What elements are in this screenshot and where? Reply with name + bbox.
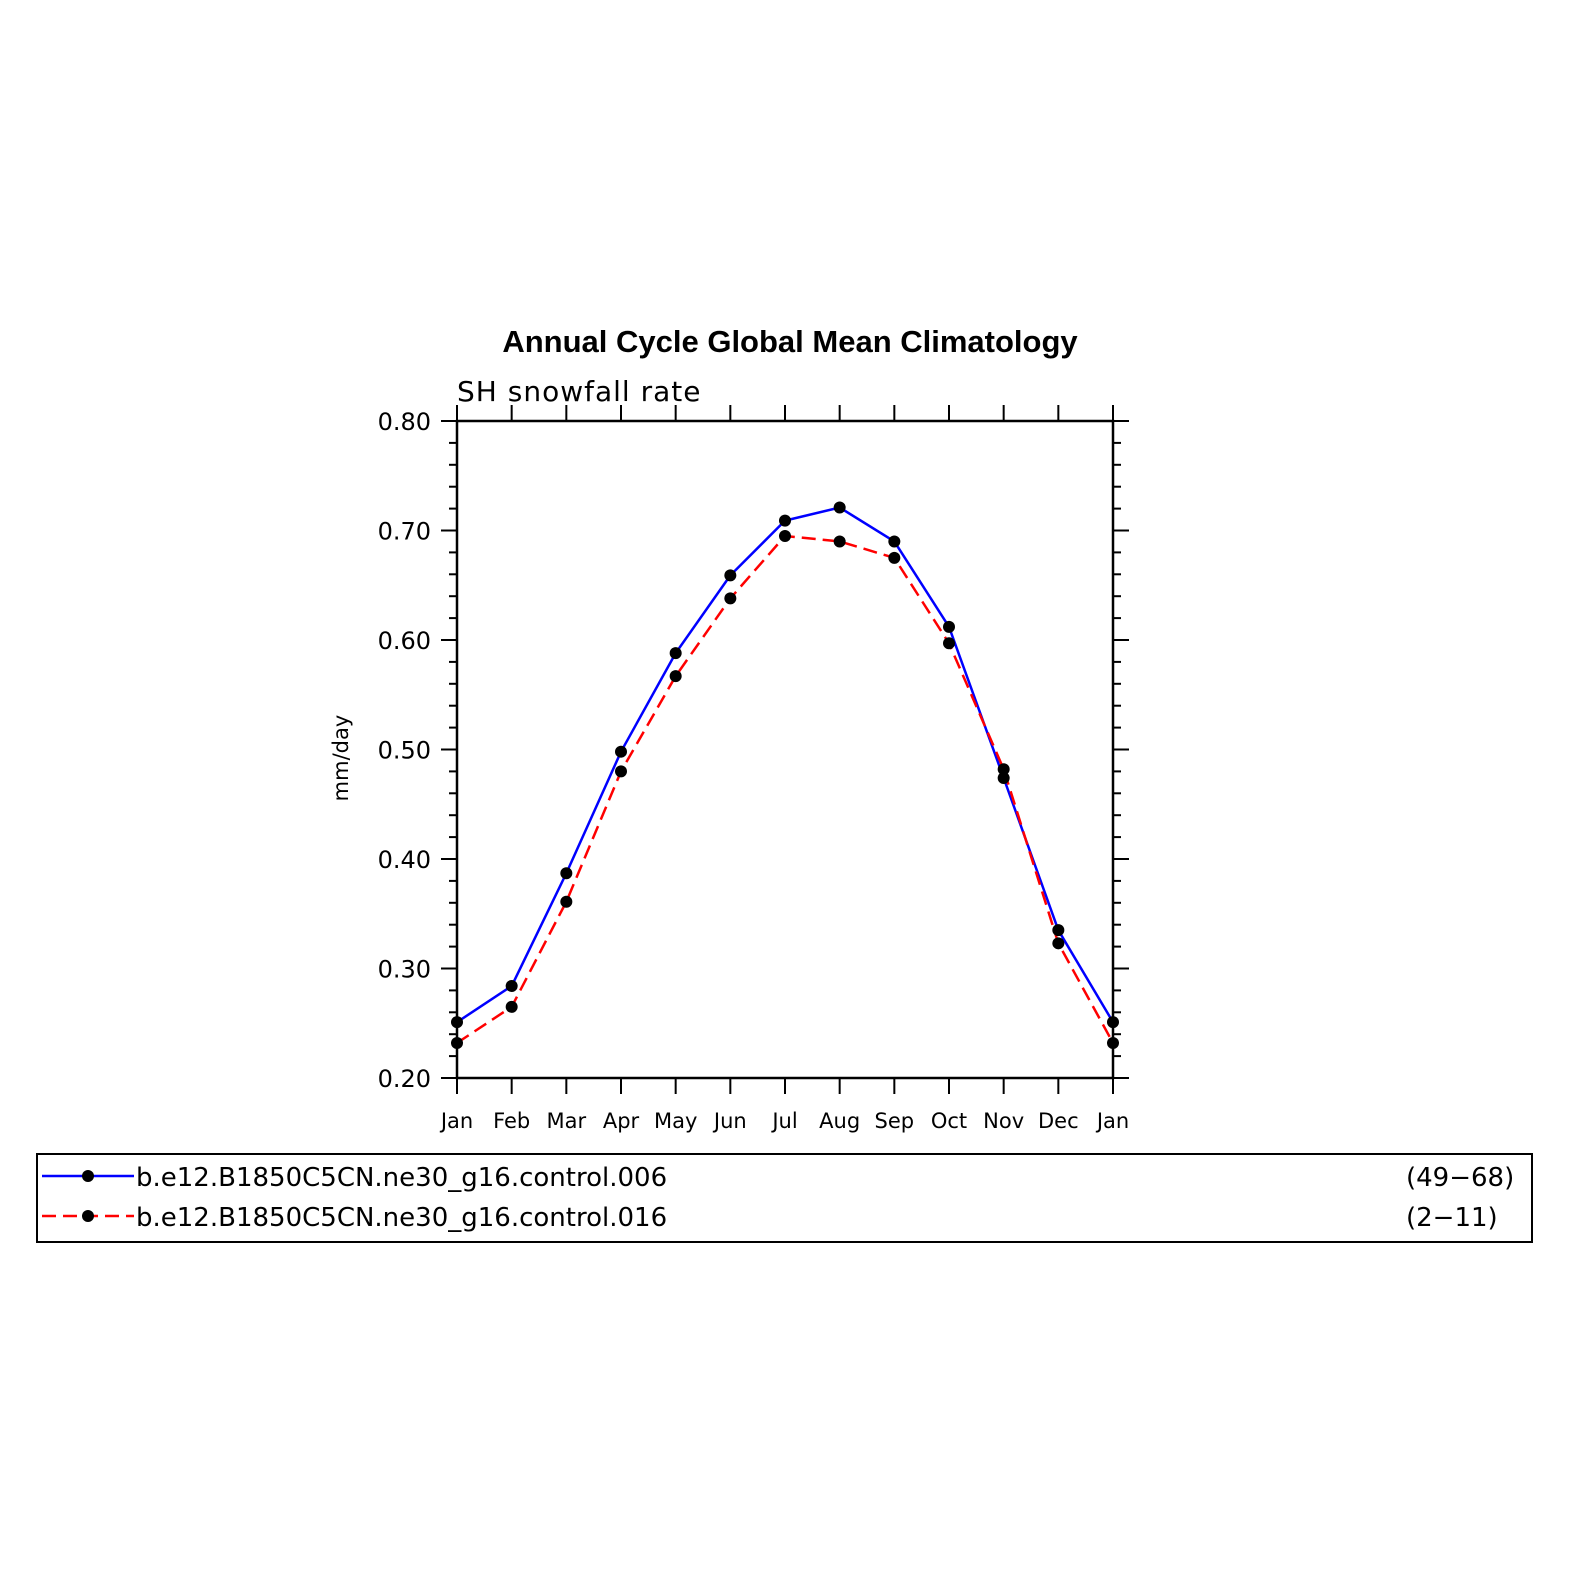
- legend-swatch-marker-1: [82, 1170, 94, 1182]
- series-2-point: [779, 529, 791, 542]
- y-tick-label: 0.20: [378, 1065, 431, 1093]
- y-tick-label: 0.40: [378, 846, 431, 874]
- x-tick-label: Apr: [603, 1109, 640, 1133]
- series-1-point: [669, 647, 682, 660]
- series-1-point: [1052, 924, 1065, 937]
- y-tick-label: 0.50: [378, 737, 431, 765]
- y-tick-label: 0.60: [378, 627, 431, 655]
- y-axis-label: mm/day: [329, 715, 353, 802]
- legend-entry-range-1: (49−68): [1406, 1163, 1514, 1193]
- series-2-point: [505, 1000, 518, 1013]
- y-tick-label: 0.80: [378, 408, 431, 436]
- series-1-point: [615, 745, 627, 758]
- series-1-point: [505, 980, 518, 993]
- series-1-point: [560, 867, 573, 880]
- chart-subtitle: SH snowfall rate: [457, 375, 701, 408]
- x-tick-label: Jan: [1095, 1109, 1129, 1133]
- legend-entry-label-1: b.e12.B1850C5CN.ne30_g16.control.006: [136, 1163, 667, 1193]
- series-2-point: [888, 551, 901, 564]
- series-2-point: [1052, 937, 1065, 950]
- series-line-1: [456, 506, 1115, 1024]
- x-tick-label: Nov: [983, 1109, 1024, 1133]
- series-2-point: [997, 763, 1010, 776]
- legend-swatch-marker-2: [82, 1210, 94, 1222]
- legend-entry-label-2: b.e12.B1850C5CN.ne30_g16.control.016: [136, 1203, 667, 1233]
- x-tick-label: Feb: [493, 1109, 530, 1133]
- series-2-point: [560, 895, 573, 908]
- series-2-point: [615, 765, 627, 778]
- x-tick-label: Jun: [712, 1109, 747, 1133]
- series-1-point: [724, 569, 737, 582]
- series-1-point: [451, 1016, 463, 1029]
- legend: b.e12.B1850C5CN.ne30_g16.control.006 (49−…: [36, 1153, 1533, 1243]
- series-1-point: [779, 514, 791, 527]
- series-2-point: [724, 592, 737, 605]
- x-tick-label: Jan: [439, 1109, 473, 1133]
- y-tick-label: 0.70: [378, 518, 431, 546]
- x-tick-label: Jul: [770, 1109, 797, 1133]
- legend-box: [36, 1153, 1533, 1243]
- y-tick-label: 0.30: [378, 956, 431, 984]
- series-1-point: [997, 771, 1010, 784]
- series-1-point: [833, 501, 846, 514]
- x-tick-label: Dec: [1038, 1109, 1079, 1133]
- chart-title: Annual Cycle Global Mean Climatology: [502, 324, 1078, 359]
- series-2-point: [943, 637, 955, 650]
- series-2-point: [451, 1036, 463, 1049]
- series-1-point: [943, 620, 955, 633]
- plot-area: 0.20 0.30 0.40 0.50 0.60 0.70 0.80 Jan Feb Mar Apr…: [378, 405, 1129, 1133]
- x-tick-label: Mar: [547, 1109, 587, 1133]
- series-2-point: [669, 670, 682, 683]
- series-line-2: [456, 534, 1115, 1045]
- series-2-point: [1107, 1036, 1119, 1049]
- series-1-point: [888, 535, 901, 548]
- x-tick-label: Oct: [931, 1109, 967, 1133]
- series-1-point: [1107, 1016, 1119, 1029]
- series-2-point: [833, 535, 846, 548]
- x-tick-label: Aug: [819, 1109, 860, 1133]
- x-tick-label: May: [654, 1109, 697, 1133]
- legend-entry-range-2: (2−11): [1406, 1203, 1498, 1233]
- x-tick-label: Sep: [875, 1109, 915, 1133]
